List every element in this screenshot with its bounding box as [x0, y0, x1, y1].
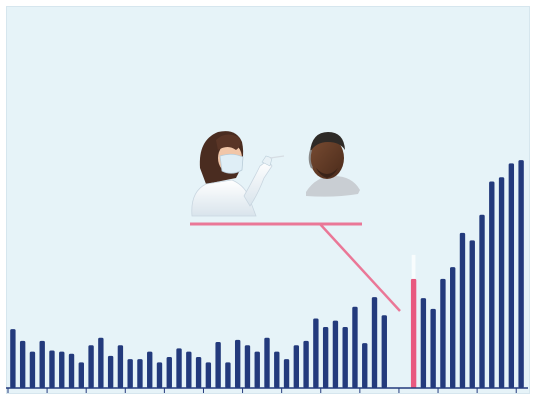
- bar: [29, 351, 36, 388]
- bar: [420, 298, 427, 388]
- patient-illustration: [306, 132, 360, 197]
- bars-layer: [10, 160, 524, 388]
- bar: [489, 181, 495, 388]
- bar: [293, 345, 300, 388]
- highlighted-bar: [410, 278, 417, 388]
- bar: [234, 339, 241, 388]
- bar: [283, 359, 290, 388]
- bar: [264, 337, 270, 388]
- pointer-connector: [190, 222, 401, 312]
- bar: [450, 267, 456, 388]
- bar: [19, 340, 26, 388]
- bar: [215, 342, 221, 388]
- bar: [303, 340, 309, 388]
- bar: [10, 329, 16, 388]
- bar: [156, 362, 163, 388]
- bar: [78, 362, 84, 388]
- bar: [518, 160, 524, 388]
- bar: [459, 232, 466, 388]
- bar: [68, 353, 75, 388]
- bar: [362, 343, 368, 388]
- bar: [244, 345, 251, 388]
- x-axis-ticks: [7, 388, 517, 393]
- bar: [430, 308, 436, 388]
- bar: [469, 240, 475, 388]
- bar: [137, 359, 143, 388]
- bar: [147, 351, 153, 388]
- bar: [186, 351, 192, 388]
- bar: [107, 355, 114, 388]
- bar: [117, 345, 124, 388]
- bar: [176, 348, 182, 388]
- bar: [352, 306, 358, 388]
- bar: [274, 351, 280, 388]
- bar: [49, 350, 55, 388]
- bar: [127, 359, 133, 388]
- bar: [98, 337, 104, 388]
- bar: [332, 320, 339, 388]
- bar: [195, 356, 202, 388]
- bar: [39, 340, 45, 388]
- bar: [88, 345, 94, 388]
- highlight-glow: [411, 254, 416, 279]
- bar: [498, 177, 505, 388]
- health-worker-illustration: [191, 131, 285, 217]
- bar: [440, 278, 446, 388]
- bar: [371, 297, 378, 388]
- bar: [254, 351, 260, 388]
- bar: [59, 351, 65, 388]
- bar: [225, 362, 231, 388]
- bar: [205, 362, 212, 388]
- bar: [342, 327, 348, 388]
- bar: [508, 163, 515, 388]
- bar: [381, 315, 387, 388]
- bar: [313, 318, 319, 388]
- bar: [322, 327, 329, 388]
- bar: [479, 214, 485, 388]
- bar: [166, 356, 172, 388]
